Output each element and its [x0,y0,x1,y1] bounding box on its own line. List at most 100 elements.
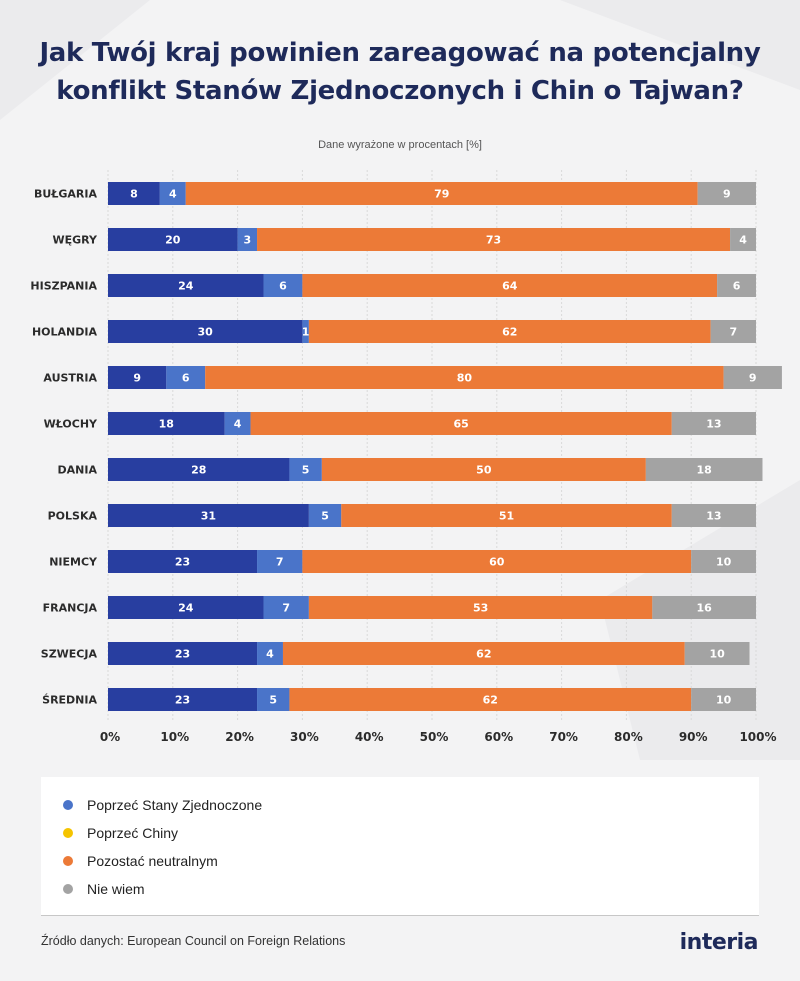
bar-segment [684,642,750,665]
bar-segment [257,228,731,251]
data-label: 62 [476,648,491,661]
data-label: 7 [282,602,290,615]
legend: Poprzeć Stany Zjednoczone Poprzeć Chiny … [41,777,759,916]
bar-segment [257,642,283,665]
x-tick-label: 40% [355,730,384,744]
data-label: 79 [434,188,449,201]
bar-segment [166,366,206,389]
category-label: SZWECJA [41,648,98,661]
bar-segment [108,642,258,665]
bar-segment [321,458,646,481]
x-tick-label: 10% [160,730,189,744]
x-tick-label: 50% [420,730,449,744]
data-label: 50 [476,464,492,477]
legend-item-support-china: Poprzeć Chiny [63,819,759,847]
bar-segment [691,688,756,711]
bar-segment [108,596,264,619]
data-label: 31 [201,510,216,523]
data-label: 53 [473,602,488,615]
x-tick-label: 100% [739,730,776,744]
data-label: 3 [243,234,251,247]
category-label: DANIA [58,464,98,477]
category-label: AUSTRIA [43,372,97,385]
x-tick-label: 20% [225,730,254,744]
legend-item-neutral: Pozostać neutralnym [63,847,759,875]
bar-segment [697,182,756,205]
chart-title-line-1: Jak Twój kraj powinien zareagować na pot… [39,38,761,68]
bar-segment [730,228,756,251]
legend-label: Nie wiem [87,881,145,897]
category-label: HOLANDIA [32,326,98,339]
data-label: 7 [729,326,737,339]
category-label: WŁOCHY [44,418,98,431]
data-label: 6 [279,280,287,293]
data-label: 9 [133,372,141,385]
bar-segment [224,412,251,435]
data-label: 9 [723,188,731,201]
bar-segment [282,642,685,665]
legend-dot-icon [63,828,73,838]
bar-segment [108,412,225,435]
data-label: 4 [266,648,274,661]
data-label: 10 [709,648,725,661]
category-label: WĘGRY [52,234,98,247]
data-label: 23 [175,556,190,569]
bar-segment [341,504,672,527]
bar-segment [302,320,309,343]
data-label: 7 [276,556,284,569]
bar-segment [108,550,258,573]
bar-segment [289,688,692,711]
data-label: 80 [457,372,473,385]
legend-dot-icon [63,884,73,894]
data-label: 13 [706,510,721,523]
data-label: 30 [198,326,214,339]
category-label: POLSKA [48,510,98,523]
bar-segment [108,688,258,711]
bar-segment [108,274,264,297]
bar-segment [108,228,238,251]
legend-label: Poprzeć Stany Zjednoczone [87,797,263,813]
stacked-bar-chart: 0% 10% 20% 30% 40% 50% 60% 70% 80% 90% 100% BUŁGARI… [30,170,782,744]
x-tick-label: 70% [549,730,578,744]
bar-segment [645,458,763,481]
category-label: FRANCJA [43,602,98,615]
bar-segment [205,366,724,389]
legend-label: Poprzeć Chiny [87,825,179,841]
bar-segment [185,182,698,205]
chart-title-line-2: konflikt Stanów Zjednoczonych i Chin o T… [56,76,744,106]
bar-segment [289,458,322,481]
legend-item-support-us: Poprzeć Stany Zjednoczone [63,791,759,819]
x-tick-label: 30% [290,730,319,744]
data-label: 62 [502,326,517,339]
data-label: 28 [191,464,206,477]
bar-segment [302,274,718,297]
bar-segment [108,504,309,527]
bar-segment [717,274,756,297]
chart-subtitle: Dane wyrażone w procentach [%] [318,139,482,151]
bar-segment [308,320,711,343]
category-label: BUŁGARIA [34,188,97,201]
data-label: 6 [182,372,190,385]
x-tick-label: 90% [679,730,708,744]
data-label: 8 [130,188,138,201]
bar-segment [723,366,782,389]
bar-segment [237,228,258,251]
bar-segment [257,688,290,711]
bar-segment [108,182,160,205]
interia-logo[interactable]: interia [679,930,759,955]
data-label: 6 [733,280,741,293]
data-label: 1 [302,326,310,339]
data-label: 62 [483,694,498,707]
data-label: 60 [489,556,505,569]
data-label: 24 [178,602,194,615]
data-label: 10 [716,556,732,569]
bar-segment [691,550,756,573]
data-label: 64 [502,280,518,293]
x-tick-label: 60% [484,730,513,744]
category-label: NIEMCY [49,556,98,569]
data-label: 4 [234,418,242,431]
bar-segment [302,550,692,573]
legend-item-dont-know: Nie wiem [63,875,759,903]
bar-segment [159,182,186,205]
data-label: 5 [321,510,329,523]
